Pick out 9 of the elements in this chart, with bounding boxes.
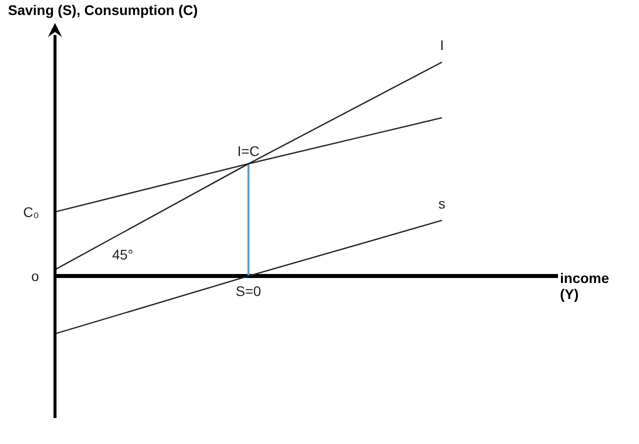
- annotation: 45°: [112, 246, 134, 263]
- series-label: I: [440, 37, 444, 54]
- annotation: S=0: [236, 282, 262, 299]
- x-axis-title: income (Y): [560, 270, 610, 302]
- text: o: [31, 268, 40, 284]
- series-label: s: [438, 195, 446, 212]
- text: C₀: [23, 204, 40, 220]
- annotation: I=C: [237, 142, 260, 159]
- y-axis-title: Saving (S), Consumption (C): [8, 2, 198, 18]
